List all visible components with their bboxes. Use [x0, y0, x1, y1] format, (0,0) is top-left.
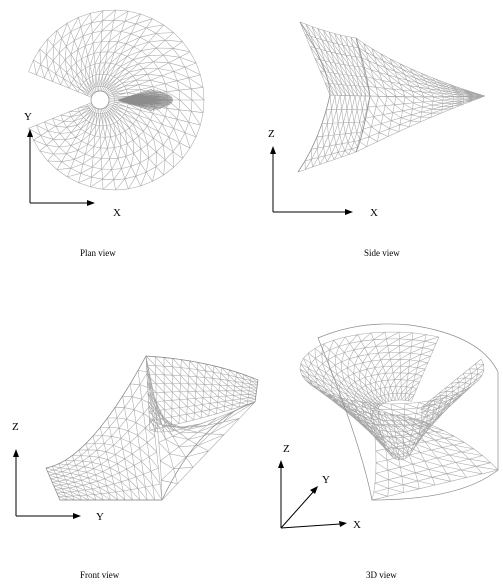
plan-view-caption: Plan view [80, 248, 116, 258]
plan-view-axes: Y X [24, 111, 121, 219]
side-x-axis-label: X [370, 207, 378, 219]
plan-x-axis-label: X [113, 207, 121, 219]
notch-hole [90, 90, 110, 110]
mesh-lines [355, 95, 486, 153]
side-view-panel: Z X Side view [268, 21, 486, 258]
side-view-axes: Z X [268, 128, 378, 219]
mesh-lines [371, 409, 499, 501]
mesh-lines [297, 94, 371, 173]
mesh-outline [317, 323, 499, 501]
mesh-edge [297, 21, 371, 173]
front-view-caption: Front view [80, 570, 120, 580]
plan-view-panel: Y X Plan view [24, 9, 205, 258]
3d-view-panel: Z Y X 3D view [278, 323, 499, 580]
mesh-lines [45, 355, 163, 501]
mesh-lines [355, 37, 486, 97]
front-view-axes: Z Y [12, 421, 104, 523]
side-z-axis-label: Z [268, 128, 275, 140]
mesh-lines [299, 21, 371, 97]
mesh-lines [145, 355, 256, 501]
mesh-fan [117, 88, 173, 112]
side-view-mesh [297, 21, 486, 173]
3d-view-axes: Z Y X [278, 443, 361, 531]
front-y-axis-label: Y [96, 511, 104, 523]
mesh-lines [28, 9, 205, 191]
plan-y-axis-label: Y [24, 111, 32, 123]
front-view-mesh [45, 355, 259, 501]
3d-view-caption: 3D view [366, 570, 397, 580]
plan-view-mesh [28, 9, 205, 191]
3d-x-axis-label: X [353, 519, 361, 531]
front-z-axis-label: Z [12, 421, 19, 433]
front-view-panel: Z Y Front view [12, 355, 259, 580]
mesh-outline [45, 355, 259, 501]
side-view-caption: Side view [364, 248, 400, 258]
3d-view-mesh [299, 323, 499, 501]
3d-z-axis-label: Z [283, 443, 290, 455]
3d-y-axis-label: Y [322, 474, 330, 486]
